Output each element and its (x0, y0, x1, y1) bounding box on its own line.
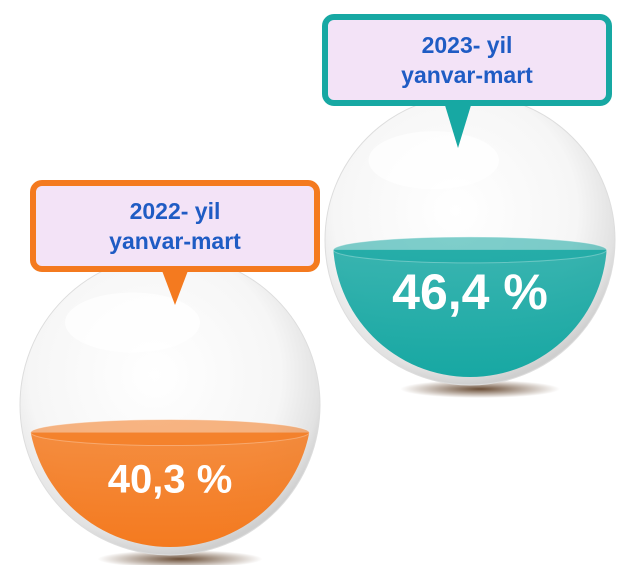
highlight (369, 131, 500, 189)
page: 40,3 %46,4 % (() => { const data = JSON.… (0, 0, 633, 565)
liquid-surface (333, 237, 606, 263)
callout: 2023- yil yanvar-mart (322, 14, 612, 106)
category-label: 2023- yil yanvar-mart (380, 30, 555, 90)
value-label: 46,4 % (392, 264, 548, 320)
callout: 2022- yil yanvar-mart (30, 180, 320, 272)
category-label: 2022- yil yanvar-mart (88, 196, 263, 256)
liquid-surface (31, 420, 310, 446)
highlight (65, 293, 200, 353)
value-label: 40,3 % (108, 458, 233, 502)
